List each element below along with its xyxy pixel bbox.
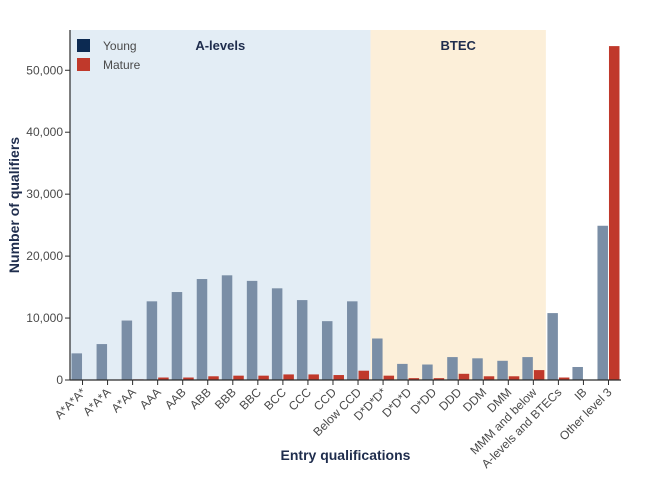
legend-swatch-mature	[77, 58, 90, 71]
bar-mature[interactable]	[308, 374, 319, 380]
x-tick-label: D*D*D	[379, 385, 414, 420]
y-tick-label: 0	[56, 373, 63, 387]
bar-mature[interactable]	[508, 376, 520, 380]
bars	[71, 46, 620, 380]
bar-mature[interactable]	[258, 375, 269, 380]
bar-young[interactable]	[372, 338, 383, 380]
band-btec	[370, 30, 546, 380]
bar-mature[interactable]	[558, 377, 570, 380]
x-tick-label: CCC	[286, 385, 315, 414]
legend[interactable]: Young Mature	[77, 39, 141, 72]
bar-mature[interactable]	[208, 376, 219, 380]
bar-mature[interactable]	[408, 378, 420, 380]
bar-young[interactable]	[171, 292, 183, 380]
y-axis-title: Number of qualifiers	[6, 137, 22, 273]
x-tick-label: AAB	[162, 385, 189, 412]
bar-mature[interactable]	[458, 373, 470, 380]
y-axis-ticks: 0 10,000 20,000 30,000 40,000 50,000	[26, 63, 70, 387]
bar-mature[interactable]	[608, 46, 620, 380]
bar-young[interactable]	[522, 357, 533, 380]
x-tick-label: IB	[572, 385, 590, 403]
bar-young[interactable]	[597, 225, 608, 380]
bar-young[interactable]	[447, 357, 458, 380]
x-tick-label: BCC	[261, 385, 289, 413]
bar-young[interactable]	[296, 300, 308, 380]
bar-young[interactable]	[321, 321, 333, 380]
bar-young[interactable]	[271, 288, 283, 380]
y-tick-label: 10,000	[26, 311, 63, 325]
x-tick-label: D*DD	[408, 385, 440, 417]
bar-young[interactable]	[572, 366, 583, 380]
bar-mature[interactable]	[333, 375, 344, 380]
legend-label: Young	[103, 39, 137, 53]
bar-young[interactable]	[96, 344, 108, 380]
bar-young[interactable]	[397, 363, 408, 380]
y-tick-label: 40,000	[26, 125, 63, 139]
bar-mature[interactable]	[183, 377, 194, 380]
x-tick-label: BBB	[212, 385, 239, 412]
y-tick-label: 30,000	[26, 187, 63, 201]
x-tick-label: BBC	[237, 385, 265, 413]
bar-young[interactable]	[196, 279, 208, 380]
axes	[69, 30, 621, 381]
bar-young[interactable]	[71, 353, 83, 380]
bar-mature[interactable]	[533, 370, 545, 380]
bar-mature[interactable]	[233, 375, 244, 380]
legend-label: Mature	[103, 58, 141, 72]
x-tick-label: DDM	[460, 385, 489, 414]
bar-young[interactable]	[246, 280, 258, 380]
x-tick-label: DDD	[436, 385, 465, 414]
y-tick-label: 20,000	[26, 249, 63, 263]
band-label: BTEC	[441, 38, 477, 53]
qualification-bands: A-levels BTEC	[70, 30, 546, 380]
x-axis-title: Entry qualifications	[281, 447, 411, 463]
legend-swatch-young	[77, 39, 90, 52]
band-label: A-levels	[195, 38, 245, 53]
bar-young[interactable]	[422, 364, 433, 380]
bar-young[interactable]	[472, 358, 483, 380]
bar-mature[interactable]	[158, 377, 169, 380]
band-a-levels	[70, 30, 371, 380]
x-tick-label: A*A*A*	[52, 385, 89, 422]
bar-young[interactable]	[146, 301, 158, 380]
x-tick-label: A*AA	[109, 385, 139, 415]
y-tick-label: 50,000	[26, 63, 63, 77]
bar-mature[interactable]	[383, 375, 395, 380]
x-tick-label: A*A*A	[80, 385, 113, 418]
bar-mature[interactable]	[483, 376, 495, 380]
bar-young[interactable]	[547, 313, 558, 380]
bar-young[interactable]	[121, 320, 133, 380]
bar-mature[interactable]	[283, 374, 294, 380]
bar-mature[interactable]	[433, 378, 445, 380]
bar-young[interactable]	[497, 360, 508, 380]
x-tick-label: ABB	[187, 385, 214, 412]
bar-young[interactable]	[221, 275, 233, 380]
x-tick-label: AAA	[137, 385, 164, 412]
bar-mature[interactable]	[358, 370, 370, 380]
bar-young[interactable]	[347, 301, 358, 380]
